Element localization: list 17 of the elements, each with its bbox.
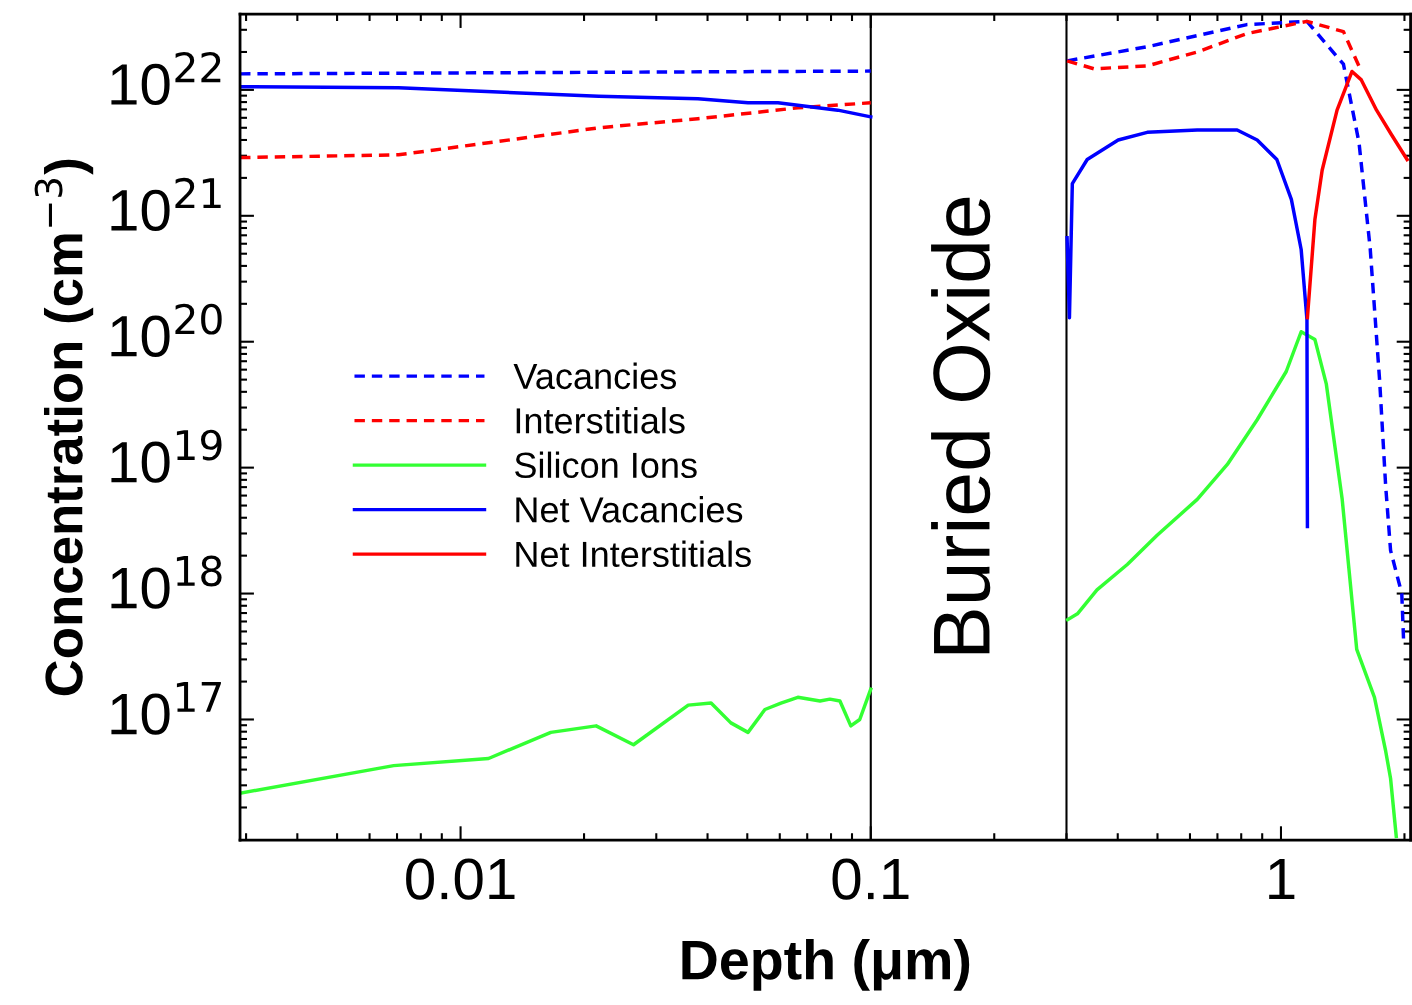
legend-label: Interstitials bbox=[516, 407, 685, 434]
legend-label: Net Interstitials bbox=[516, 540, 751, 568]
y-tick-label: 10$^{20}$ bbox=[111, 303, 222, 357]
annotation: Buried Oxide bbox=[931, 197, 991, 654]
legend-label: Vacancies bbox=[513, 362, 677, 390]
x-tick-label: 0.01 bbox=[406, 858, 515, 900]
x-tick-label: 1 bbox=[1269, 858, 1295, 900]
x-axis-title: Depth (μm) bbox=[682, 939, 970, 991]
y-tick-label: 10$^{18}$ bbox=[111, 555, 222, 609]
y-tick-label: 10$^{17}$ bbox=[111, 682, 221, 735]
y-axis-title: Concentration (cm$^{−3}$) bbox=[34, 159, 94, 696]
legend-label: Silicon Ions bbox=[515, 451, 697, 479]
y-tick-label: 10$^{19}$ bbox=[111, 429, 222, 483]
y-tick-label: 10$^{22}$ bbox=[111, 51, 221, 106]
legend-label: Net Vacancies bbox=[516, 496, 743, 523]
y-tick-label: 10$^{21}$ bbox=[111, 177, 221, 232]
x-tick-label: 0.1 bbox=[832, 858, 909, 900]
